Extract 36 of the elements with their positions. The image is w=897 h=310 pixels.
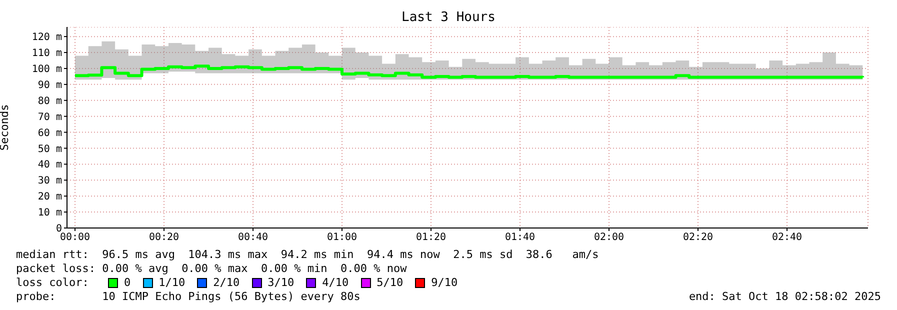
text: 5/10 [376,276,404,290]
y-tick-label: 30 m [38,176,62,187]
x-tick-label: 02:40 [772,232,802,244]
y-tick-label: 80 m [38,96,62,107]
x-tick-label: 00:00 [60,232,90,244]
chart-title: Last 3 Hours [400,10,496,25]
text: median rtt: 96.5 ms avg 104.3 ms max 94.2 ms min 94.4 ms now 2.5 ms sd 38.6 am/s [16,248,599,262]
y-tick-label: 60 m [38,128,62,139]
y-tick-label: 110 m [32,48,62,60]
y-tick-label: 90 m [38,80,62,91]
text: packet loss: 0.00 % avg 0.00 % max 0.00 % min 0.00 % now [16,262,408,276]
y-tick-label: 120 m [32,32,62,44]
y-tick-label: 10 m [38,208,62,219]
text: 3/10 [266,276,294,290]
text: 1/10 [158,276,186,290]
x-tick-label: 00:20 [148,232,180,244]
y-tick-label: 40 m [38,160,62,171]
text: end: Sat Oct 18 02:58:02 2025 [688,290,881,303]
text: probe: 10 ICMP Echo Pings (56 Bytes) every 80s [16,290,362,304]
x-tick-label: 01:20 [416,232,446,244]
text: loss color: [16,276,90,290]
x-tick-label: 01:40 [504,232,536,244]
x-tick-label: 00:40 [238,232,268,244]
x-tick-label: 01:00 [326,232,358,244]
x-tick-label: 02:00 [594,232,624,244]
x-tick-label: 02:20 [682,232,714,244]
text: 4/10 [321,276,349,290]
y-tick-label: 20 m [38,192,62,203]
y-tick-label: 100 m [32,64,62,76]
y-axis-title: Seconds [0,104,11,151]
y-tick-label: 0 [56,224,62,235]
y-tick-label: 50 m [38,144,62,155]
text: 9/10 [430,276,458,290]
text: 0 [123,276,131,290]
y-tick-label: 70 m [38,112,62,123]
text: 2/10 [212,276,240,290]
